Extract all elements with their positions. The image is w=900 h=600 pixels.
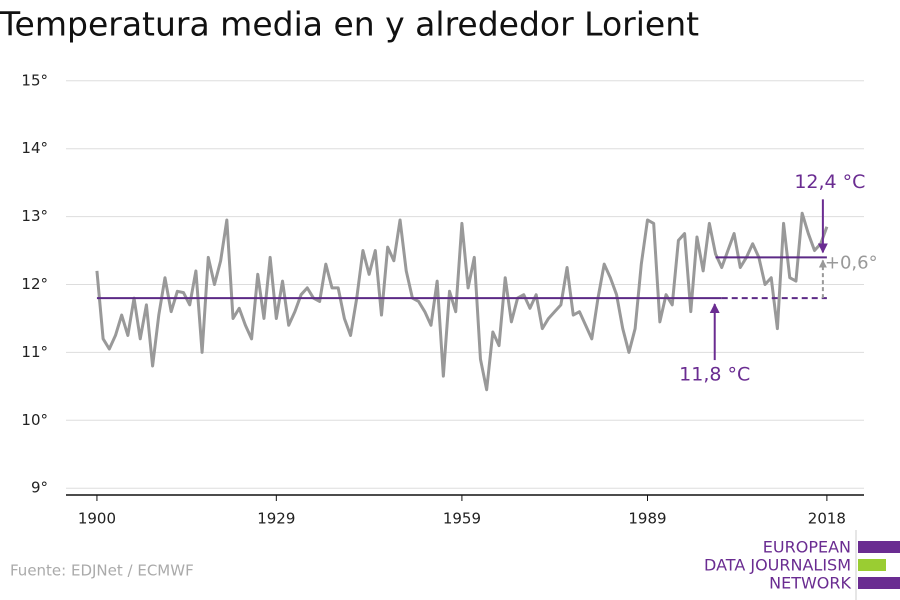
- chart-title: Temperatura media en y alrededor Lorient: [0, 5, 699, 44]
- logo-bar: [858, 577, 900, 589]
- y-tick-label: 14°: [21, 139, 48, 157]
- y-tick-label: 12°: [21, 275, 48, 293]
- logo-bar: [858, 541, 900, 553]
- x-tick-label: 1929: [257, 510, 295, 528]
- logo-text: NETWORK: [769, 574, 851, 593]
- y-tick-label: 13°: [21, 207, 48, 225]
- x-tick-label: 1900: [78, 510, 116, 528]
- logo-text: DATA JOURNALISM: [704, 556, 851, 575]
- x-tick-label: 1989: [628, 510, 666, 528]
- difference-label: +0,6°: [825, 253, 878, 274]
- y-tick-label: 10°: [21, 411, 48, 429]
- data-line: [95, 211, 829, 392]
- y-tick-label: 15°: [21, 71, 48, 89]
- y-tick-label: 11°: [21, 343, 48, 361]
- x-tick-label: 2018: [808, 510, 846, 528]
- logo-bar: [858, 559, 886, 571]
- reference-label: 12,4 °C: [794, 171, 865, 193]
- source: Fuente: EDJNet / ECMWF: [10, 562, 194, 580]
- logo-text: EUROPEAN: [763, 538, 851, 557]
- x-tick-label: 1959: [443, 510, 481, 528]
- y-tick-label: 9°: [31, 479, 48, 497]
- reference-label: 11,8 °C: [679, 364, 750, 386]
- logo: EUROPEAN DATA JOURNALISM NETWORK: [704, 530, 900, 600]
